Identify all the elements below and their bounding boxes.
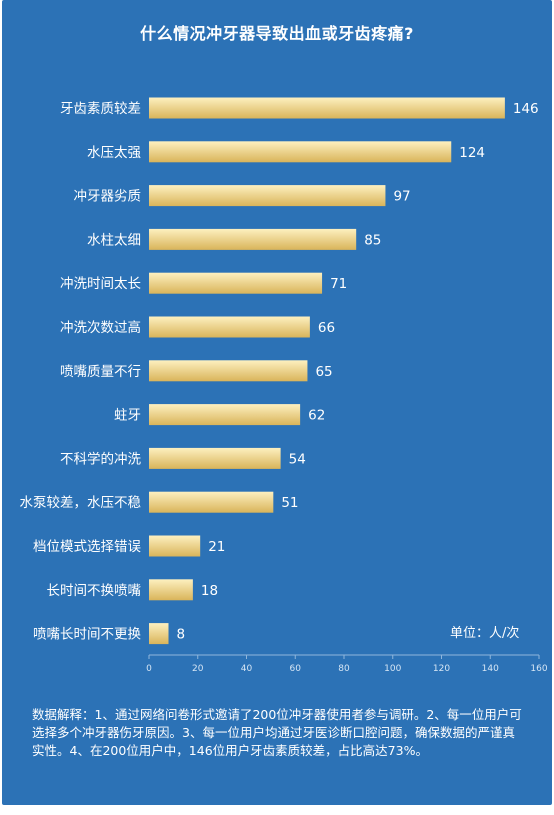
x-tick-label: 20 <box>192 664 204 674</box>
bar <box>149 535 201 557</box>
unit-label: 单位：人/次 <box>450 626 520 641</box>
category-label: 冲洗次数过高 <box>60 319 141 336</box>
data-label: 18 <box>201 583 218 599</box>
category-label: 牙齿素质较差 <box>60 101 141 117</box>
x-tick-label: 120 <box>433 664 450 674</box>
category-label: 水柱太细 <box>87 232 141 248</box>
category-label: 长时间不换喷嘴 <box>47 583 142 599</box>
x-tick-label: 40 <box>241 664 253 674</box>
data-label: 85 <box>364 232 381 248</box>
x-tick-label: 80 <box>338 664 350 674</box>
bar-chart: 牙齿素质较差 146 水压太强 124 冲牙器劣质 97 水柱太细 85 冲洗时间太长 71 冲洗次… <box>20 97 548 674</box>
category-label: 喷嘴长时间不更换 <box>33 627 141 643</box>
data-label: 8 <box>177 627 186 643</box>
bar <box>149 316 310 338</box>
bar <box>149 185 386 207</box>
chart-title: 什么情况冲牙器导致出血或牙齿疼痛? <box>140 24 414 43</box>
bar <box>149 228 357 250</box>
bar <box>149 97 505 119</box>
bar <box>149 579 193 601</box>
category-label: 喷嘴质量不行 <box>60 364 141 380</box>
category-label: 水泵较差，水压不稳 <box>20 495 142 511</box>
x-tick-label: 100 <box>384 664 401 674</box>
bar <box>149 404 301 426</box>
x-tick-label: 140 <box>482 664 499 674</box>
bar <box>149 447 281 469</box>
bar <box>149 491 274 513</box>
footnote: 数据解释：1、通过网络问卷形式邀请了200位冲牙器使用者参与调研。2、每一位用户… <box>32 707 522 758</box>
x-tick-label: 60 <box>290 664 302 674</box>
data-label: 65 <box>315 364 332 380</box>
bar <box>149 272 323 294</box>
category-label: 冲洗时间太长 <box>60 276 141 292</box>
category-label: 水压太强 <box>87 145 141 161</box>
bar <box>149 623 169 645</box>
bar <box>149 141 452 163</box>
data-label: 124 <box>459 145 485 161</box>
data-label: 66 <box>318 320 335 336</box>
data-label: 71 <box>330 276 347 292</box>
data-label: 62 <box>308 408 325 424</box>
data-label: 54 <box>289 451 306 467</box>
x-tick-label: 0 <box>146 664 152 674</box>
bar <box>149 360 308 382</box>
data-label: 97 <box>393 189 410 205</box>
data-label: 21 <box>208 539 225 555</box>
x-tick-label: 160 <box>530 664 547 674</box>
data-label: 51 <box>281 495 298 511</box>
category-label: 蛀牙 <box>114 408 141 424</box>
category-label: 档位模式选择错误 <box>33 539 141 555</box>
data-label: 146 <box>513 101 539 117</box>
category-label: 冲牙器劣质 <box>74 189 142 205</box>
category-label: 不科学的冲洗 <box>60 451 141 467</box>
